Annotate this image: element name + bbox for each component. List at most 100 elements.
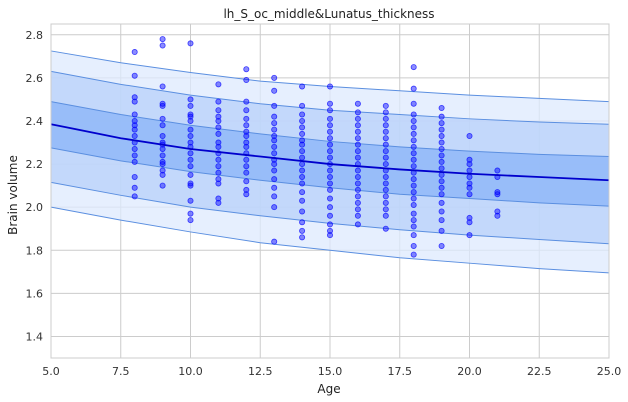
data-point [410,195,417,202]
data-point [187,96,194,103]
data-point [354,154,361,161]
y-tick-label: 1.6 [26,287,44,300]
data-point [382,199,389,206]
data-point [215,124,222,131]
data-point [299,208,306,215]
y-tick-labels: 1.4 1.6 1.8 2.0 2.2 2.4 2.6 2.8 [26,29,44,344]
data-point [494,208,501,215]
data-point [410,217,417,224]
data-point [215,156,222,163]
data-point [131,193,138,200]
plot-frame [50,23,610,359]
data-point [131,173,138,180]
data-point [215,176,222,183]
data-point [438,227,445,234]
data-point [326,173,333,180]
data-point [410,223,417,230]
data-point [187,163,194,170]
data-point [410,130,417,137]
data-point [271,133,278,140]
data-point [326,180,333,187]
data-point [131,117,138,124]
data-point [410,189,417,196]
data-point [326,115,333,122]
data-point [494,212,501,219]
data-point [354,221,361,228]
data-point [466,184,473,191]
data-point [438,145,445,152]
data-point [410,111,417,118]
data-point [271,150,278,157]
data-point [271,238,278,245]
data-point [382,135,389,142]
data-point [410,210,417,217]
data-point [131,152,138,159]
data-point [159,100,166,107]
data-point [326,154,333,161]
data-point [187,113,194,120]
data-point [382,206,389,213]
data-point [131,94,138,101]
data-point [326,227,333,234]
data-point [215,117,222,124]
data-point [494,189,501,196]
data-point [382,154,389,161]
data-point [243,107,250,114]
data-point [326,186,333,193]
data-point [382,102,389,109]
data-point [354,180,361,187]
data-point [271,143,278,150]
band-inner-upper-edge [50,101,610,158]
data-point [299,227,306,234]
data-point [299,180,306,187]
data-point [354,212,361,219]
data-point [159,158,166,165]
data-point [299,130,306,137]
data-point [326,204,333,211]
data-point [466,232,473,239]
data-point [159,122,166,129]
data-point [354,141,361,148]
data-point [326,148,333,155]
x-tick-label: 15.0 [318,365,343,378]
data-point [187,150,194,157]
data-point [382,109,389,116]
mean-line [50,123,610,182]
data-point [382,225,389,232]
data-point [271,102,278,109]
data-point [215,139,222,146]
x-tick-label: 22.5 [527,365,552,378]
data-point [354,115,361,122]
data-point [326,141,333,148]
data-point [215,130,222,137]
data-point [131,158,138,165]
data-point [466,161,473,168]
data-point [354,167,361,174]
data-point [243,169,250,176]
data-point [438,126,445,133]
data-point [243,122,250,129]
data-point [410,137,417,144]
data-point [243,139,250,146]
data-point [299,189,306,196]
data-point [159,42,166,49]
data-point [326,107,333,114]
data-point [438,184,445,191]
data-point [438,113,445,120]
data-point [187,156,194,163]
data-point [159,167,166,174]
x-tick-label: 25.0 [597,365,622,378]
data-point [382,161,389,168]
data-point [271,176,278,183]
data-point [187,217,194,224]
data-point [354,206,361,213]
data-point [326,212,333,219]
data-point [131,72,138,79]
data-point [271,167,278,174]
data-point [299,197,306,204]
data-point [354,135,361,142]
data-point [131,145,138,152]
data-point [410,163,417,170]
data-point [382,128,389,135]
